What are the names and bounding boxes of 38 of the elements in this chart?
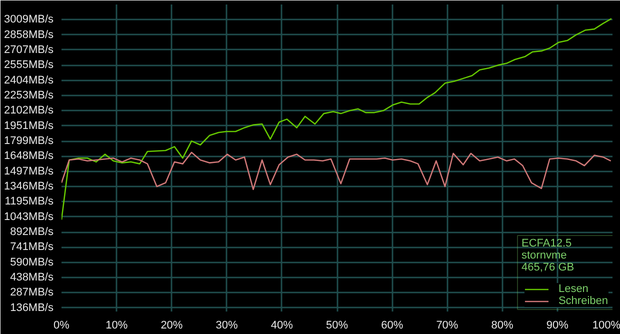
y-tick-label: 2253MB/s: [4, 89, 54, 102]
y-tick-label: 1799MB/s: [4, 135, 54, 148]
x-tick-label: 60%: [381, 320, 404, 332]
line-series: [62, 152, 612, 190]
x-tick-label: 100%: [592, 320, 620, 332]
y-tick-label: 287MB/s: [10, 286, 54, 299]
y-tick-label: 741MB/s: [10, 241, 54, 254]
y-tick-label: 892MB/s: [10, 226, 54, 238]
legend-label: Lesen: [558, 283, 588, 295]
y-tick-label: 1648MB/s: [4, 150, 54, 162]
x-tick-label: 80%: [491, 320, 514, 332]
annotation: ECFA12.5: [522, 238, 572, 250]
x-tick-label: 20%: [160, 320, 183, 332]
x-tick-label: 30%: [216, 320, 238, 332]
y-tick-label: 2102MB/s: [4, 104, 54, 117]
y-tick-label: 1346MB/s: [4, 180, 54, 192]
y-tick-label: 2404MB/s: [4, 74, 54, 86]
line-series: [62, 18, 612, 220]
y-tick-label: 3009MB/s: [4, 14, 54, 26]
x-tick-label: 90%: [546, 320, 569, 332]
annotation: 465,76 GB: [522, 262, 574, 274]
y-tick-label: 136MB/s: [10, 302, 54, 314]
annotation: stornvme: [522, 250, 567, 262]
y-tick-label: 438MB/s: [10, 272, 54, 284]
x-tick-label: 70%: [436, 320, 458, 332]
y-tick-label: 590MB/s: [10, 256, 54, 268]
y-tick-label: 2707MB/s: [4, 44, 54, 56]
y-tick-label: 2555MB/s: [4, 59, 54, 72]
y-tick-label: 2858MB/s: [4, 28, 54, 41]
y-tick-label: 1043MB/s: [4, 210, 54, 223]
y-tick-label: 1497MB/s: [4, 165, 54, 178]
y-tick-label: 1951MB/s: [4, 120, 54, 132]
x-tick-label: 0%: [54, 320, 70, 332]
x-tick-label: 50%: [326, 320, 348, 332]
x-tick-label: 40%: [270, 320, 294, 332]
y-tick-label: 1195MB/s: [4, 196, 54, 208]
x-tick-label: 10%: [106, 320, 128, 332]
legend-label: Schreiben: [558, 295, 608, 307]
